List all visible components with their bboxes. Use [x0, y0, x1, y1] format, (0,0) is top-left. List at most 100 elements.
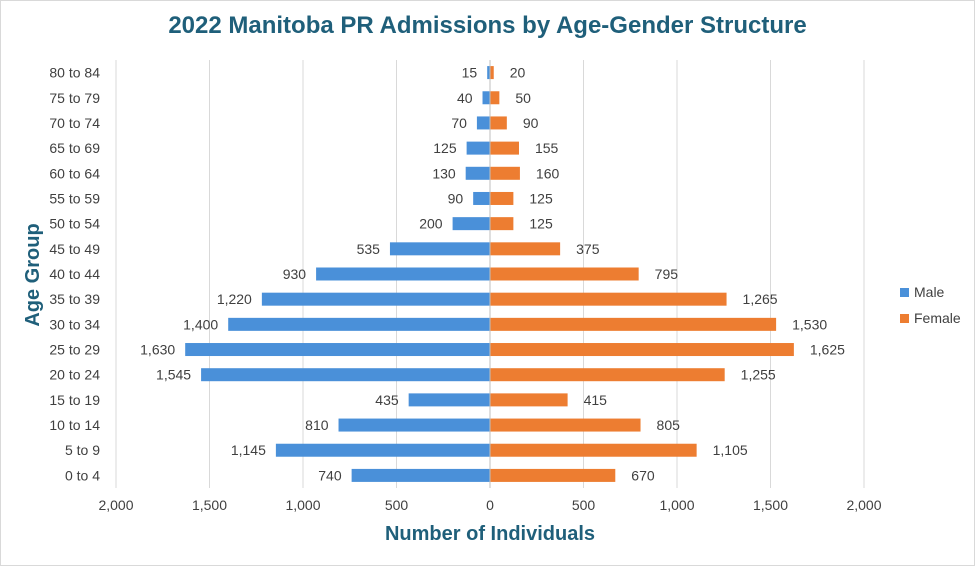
female-bar: [490, 191, 514, 205]
age-group-label: 45 to 49: [49, 241, 100, 257]
male-bar: [185, 343, 490, 357]
female-bar: [490, 443, 697, 457]
age-group-label: 80 to 84: [49, 65, 100, 81]
female-bar: [490, 91, 500, 105]
female-value-label: 1,255: [741, 367, 776, 383]
x-tick-label: 1,500: [753, 497, 788, 513]
male-value-label: 125: [433, 140, 457, 156]
age-group-label: 55 to 59: [49, 190, 100, 206]
male-value-label: 130: [432, 165, 456, 181]
age-group-label: 65 to 69: [49, 140, 100, 156]
male-value-label: 15: [462, 65, 478, 81]
male-value-label: 40: [457, 90, 473, 106]
age-group-label: 15 to 19: [49, 392, 100, 408]
age-group-label: 20 to 24: [49, 367, 100, 383]
male-bar: [466, 141, 490, 155]
male-bar: [351, 468, 490, 482]
male-bar: [482, 91, 490, 105]
female-bar: [490, 242, 561, 256]
male-bar: [316, 267, 490, 281]
female-value-label: 1,530: [792, 316, 827, 332]
female-value-label: 795: [655, 266, 679, 282]
age-group-label: 35 to 39: [49, 291, 100, 307]
female-bar: [490, 317, 777, 331]
male-bar: [473, 191, 490, 205]
female-bar: [490, 343, 794, 357]
female-bar: [490, 66, 494, 80]
female-value-label: 125: [529, 216, 553, 232]
female-bar: [490, 116, 507, 130]
female-bar: [490, 368, 725, 382]
y-axis-title: Age Group: [22, 223, 44, 326]
legend-swatch-female: [900, 313, 909, 323]
female-value-label: 670: [631, 467, 655, 483]
male-value-label: 1,400: [183, 316, 218, 332]
male-bar: [389, 242, 490, 256]
legend-swatch-male: [900, 287, 909, 297]
x-tick-label: 500: [385, 497, 409, 513]
male-value-label: 535: [357, 241, 381, 257]
male-bar: [261, 292, 490, 306]
x-tick-label: 0: [486, 497, 494, 513]
age-group-label: 5 to 9: [65, 442, 100, 458]
female-value-label: 155: [535, 140, 559, 156]
male-bar: [201, 368, 490, 382]
female-value-label: 415: [584, 392, 608, 408]
male-value-label: 1,145: [231, 442, 266, 458]
male-bar: [408, 393, 490, 407]
chart-title: 2022 Manitoba PR Admissions by Age-Gende…: [168, 12, 807, 39]
female-value-label: 1,625: [810, 342, 845, 358]
legend-label-female: Female: [914, 310, 961, 326]
male-value-label: 435: [375, 392, 399, 408]
female-value-label: 90: [523, 115, 539, 131]
female-value-label: 125: [529, 190, 553, 206]
male-value-label: 70: [451, 115, 467, 131]
age-group-label: 75 to 79: [49, 90, 100, 106]
female-bar: [490, 418, 641, 432]
male-bar: [452, 217, 490, 231]
x-tick-label: 1,500: [192, 497, 227, 513]
x-tick-label: 1,000: [659, 497, 694, 513]
x-tick-label: 2,000: [98, 497, 133, 513]
male-bar: [275, 443, 490, 457]
female-value-label: 50: [515, 90, 531, 106]
male-value-label: 1,220: [217, 291, 252, 307]
age-group-label: 70 to 74: [49, 115, 100, 131]
male-bar: [338, 418, 490, 432]
age-group-label: 40 to 44: [49, 266, 100, 282]
male-value-label: 1,545: [156, 367, 191, 383]
female-value-label: 160: [536, 165, 560, 181]
male-bar: [487, 66, 490, 80]
male-bar: [476, 116, 490, 130]
male-bar: [228, 317, 490, 331]
female-value-label: 375: [576, 241, 600, 257]
male-value-label: 1,630: [140, 342, 175, 358]
age-group-label: 25 to 29: [49, 342, 100, 358]
age-group-label: 0 to 4: [65, 467, 100, 483]
male-value-label: 90: [448, 190, 464, 206]
female-bar: [490, 292, 727, 306]
female-bar: [490, 468, 616, 482]
x-axis-title: Number of Individuals: [385, 523, 595, 545]
male-value-label: 740: [318, 467, 342, 483]
female-bar: [490, 267, 639, 281]
female-value-label: 1,105: [713, 442, 748, 458]
female-value-label: 805: [657, 417, 681, 433]
male-value-label: 810: [305, 417, 329, 433]
female-bar: [490, 166, 520, 180]
legend-item-male: Male: [900, 282, 961, 302]
female-bar: [490, 217, 514, 231]
age-group-label: 10 to 14: [49, 417, 100, 433]
male-bar: [465, 166, 490, 180]
x-tick-label: 500: [572, 497, 596, 513]
female-value-label: 20: [510, 65, 526, 81]
female-bar: [490, 393, 568, 407]
legend-item-female: Female: [900, 308, 961, 328]
age-group-label: 50 to 54: [49, 216, 100, 232]
age-group-label: 30 to 34: [49, 316, 100, 332]
male-value-label: 200: [419, 216, 443, 232]
age-group-label: 60 to 64: [49, 165, 100, 181]
x-tick-label: 2,000: [846, 497, 881, 513]
female-value-label: 1,265: [743, 291, 778, 307]
